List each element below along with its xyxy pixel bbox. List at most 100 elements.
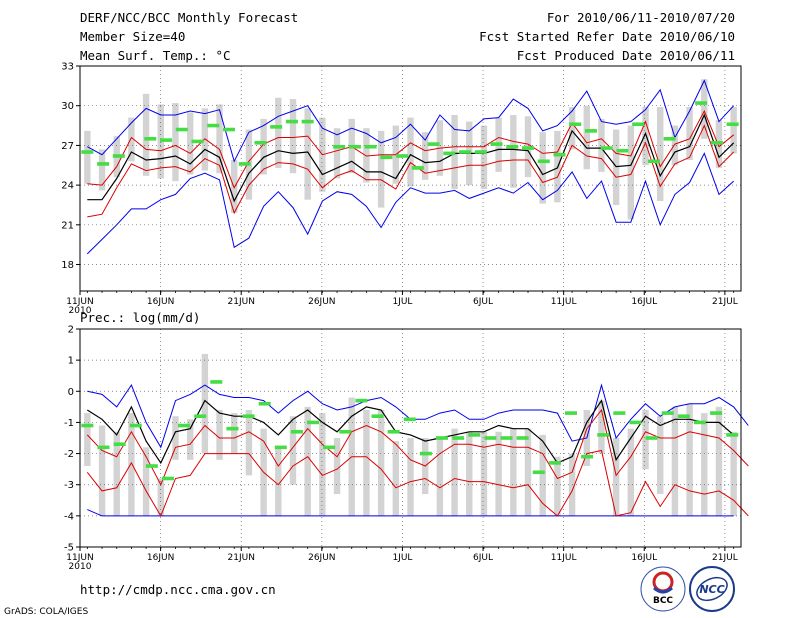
prec-observed-marker [436, 436, 449, 440]
temp-observed-marker [490, 142, 503, 146]
prec-observed-marker [323, 445, 336, 450]
temp-ytick-label: 33 [61, 62, 74, 73]
prec-observed-marker [484, 436, 497, 440]
prec-observed-marker [210, 380, 223, 384]
temp-spread-bar [363, 128, 370, 183]
prec-max-line [87, 383, 749, 449]
temp-spread-bar [304, 108, 311, 200]
temp-observed-marker [600, 146, 613, 150]
temp-spread-bar [142, 93, 150, 176]
prec-spread-bar [377, 409, 385, 516]
ncc-logo-text: NCC [699, 583, 724, 596]
start-date: Fcst Started Refer Date 2010/06/10 [479, 29, 735, 44]
temp-spread-bar [289, 99, 297, 174]
temp-spread-bar [671, 125, 679, 166]
prec-observed-marker [161, 476, 174, 481]
prec-observed-marker [693, 420, 706, 425]
temp-xtick-label: 11JUL [551, 297, 577, 307]
temp-observed-marker [112, 154, 125, 158]
title-line-2: Member Size=40 [80, 29, 185, 44]
bcc-logo-text: BCC [653, 596, 673, 606]
prec-spread-bar [466, 431, 473, 516]
prec-spread-bar [113, 431, 120, 516]
temp-max-line [87, 79, 735, 163]
temp-spread-bar [480, 125, 488, 190]
prec-p50-line [86, 408, 749, 486]
temp-spread-bar [642, 107, 649, 166]
prec-ytick-label: -2 [64, 449, 74, 460]
prec-spread-bar [554, 456, 561, 516]
prec-observed-marker [726, 433, 739, 437]
prec-min-line [87, 509, 734, 517]
prec-observed-marker [113, 442, 126, 447]
prec-spread-bar [657, 416, 664, 495]
prec-ytick-label: 1 [68, 356, 74, 367]
prec-observed-marker [258, 401, 271, 406]
prec-spread-bar [84, 413, 91, 467]
prec-observed-marker [468, 433, 481, 437]
temp-spread-bar [583, 105, 590, 170]
temp-ytick-label: 30 [61, 101, 74, 112]
temp-spread-bar [186, 112, 194, 175]
prec-xtick-label: 6JUL [473, 553, 493, 563]
temp-spread-bar [407, 117, 414, 187]
prec-observed-marker [629, 420, 642, 425]
prec-ytick-label: -3 [64, 480, 74, 491]
temp-spread-bar [231, 159, 238, 213]
temp-spread-bar [216, 104, 223, 174]
temp-observed-marker [474, 150, 487, 154]
temp-observed-marker [285, 119, 298, 124]
temp-observed-marker [443, 151, 456, 156]
prec-spread-bar [231, 413, 238, 454]
prec-observed-marker [500, 436, 513, 440]
temp-observed-marker [191, 139, 204, 144]
prec-observed-marker [661, 411, 674, 415]
prec-spread-bar [201, 353, 209, 454]
prec-spread-bar [363, 409, 370, 516]
temp-xtick-label: 11JUN [66, 297, 93, 307]
prec-xtick-label: 21JUN [228, 553, 255, 563]
prec-spread-bar [671, 406, 679, 516]
prec-observed-marker [307, 420, 320, 425]
prec-spread-bar [451, 428, 458, 516]
temp-observed-marker [427, 142, 440, 146]
temp-observed-marker [537, 159, 550, 164]
bcc-logo: BCC [640, 566, 686, 612]
temp-xtick-year: 2010 [69, 306, 92, 316]
temp-observed-marker [569, 122, 582, 127]
prec-observed-marker [532, 470, 545, 475]
prec-observed-marker [613, 411, 626, 415]
temp-ytick-label: 21 [61, 220, 74, 231]
temp-spread-bar [128, 117, 135, 162]
temp-spread-bar [333, 128, 341, 179]
prec-xtick-label: 1JUL [392, 553, 412, 563]
temp-spread-bar [627, 125, 635, 220]
temp-p25-line [87, 124, 735, 218]
temp-spread-bar [510, 114, 517, 188]
temp-observed-marker [301, 119, 314, 124]
prec-observed-marker [81, 423, 94, 428]
prec-spread-bar [627, 428, 635, 516]
temp-observed-marker [238, 162, 251, 166]
source-url[interactable]: http://cmdp.ncc.cma.gov.cn [80, 582, 276, 597]
prec-xtick-label: 16JUN [147, 553, 174, 563]
prec-spread-bar [701, 413, 708, 516]
prec-observed-marker [226, 426, 239, 431]
temp-xtick-label: 16JUN [147, 297, 174, 307]
temp-observed-marker [175, 127, 188, 132]
temp-spread-bar [686, 107, 693, 160]
temp-spread-bar [275, 97, 282, 168]
prec-spread-bar [245, 409, 253, 476]
temp-observed-marker [710, 140, 723, 145]
prec-spread-bar [172, 416, 179, 460]
prec-observed-marker [242, 414, 255, 418]
prec-spread-bar [480, 431, 488, 516]
prec-spread-bar [510, 428, 517, 516]
temp-xtick-label: 26JUN [308, 297, 335, 307]
temp-observed-marker [222, 127, 235, 132]
prec-observed-marker [274, 445, 287, 450]
prec-observed-marker [581, 454, 594, 459]
prec-p75-line [86, 399, 735, 465]
